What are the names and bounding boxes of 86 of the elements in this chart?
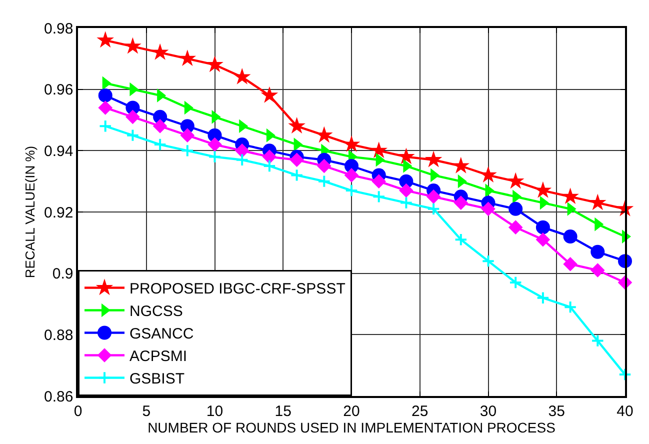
point	[536, 220, 550, 234]
y-tick-label: 0.94	[44, 142, 74, 160]
point	[506, 172, 524, 189]
x-tick-label: 30	[480, 402, 497, 420]
point	[590, 263, 605, 278]
point	[126, 128, 140, 142]
y-tick-label: 0.96	[44, 82, 74, 99]
point	[153, 138, 167, 152]
x-tick-label: 35	[548, 402, 565, 420]
point	[454, 196, 468, 210]
point	[590, 244, 605, 259]
point	[234, 144, 250, 158]
point	[509, 276, 522, 290]
point	[98, 100, 112, 115]
point	[180, 128, 195, 142]
point	[426, 202, 440, 216]
point	[180, 144, 194, 158]
legend-label: ACPSMI	[130, 348, 188, 366]
point	[344, 168, 359, 182]
point	[98, 88, 112, 102]
point	[508, 220, 523, 234]
point	[288, 117, 306, 134]
point	[96, 31, 114, 48]
point	[262, 159, 276, 173]
point	[178, 50, 196, 66]
point	[290, 152, 304, 168]
point	[564, 300, 577, 314]
point	[152, 118, 168, 134]
y-tick-label: 0.9	[52, 266, 74, 283]
point	[452, 156, 470, 174]
point	[370, 142, 388, 158]
point	[98, 120, 112, 133]
legend-label: PROPOSED IBGC-CRF-SPSST	[130, 280, 346, 298]
point	[536, 291, 550, 304]
point	[236, 153, 249, 166]
point	[372, 174, 386, 188]
y-tick-label: 0.88	[44, 326, 74, 344]
x-tick-label: 5	[142, 402, 151, 420]
point	[399, 183, 414, 198]
x-tick-label: 40	[616, 402, 634, 420]
x-tick-label: 15	[274, 402, 292, 420]
point	[591, 334, 604, 348]
x-tick-label: 0	[74, 402, 82, 420]
point	[481, 202, 496, 216]
legend-label: GSBIST	[130, 370, 185, 388]
point	[563, 256, 578, 272]
point	[372, 190, 386, 204]
y-tick-label: 0.98	[44, 20, 74, 38]
point	[260, 86, 278, 103]
point	[454, 233, 468, 246]
point	[318, 174, 331, 188]
legend-label: GSANCC	[130, 326, 194, 343]
point	[233, 68, 251, 84]
y-axis-title: RECALL VALUE(IN %)	[22, 146, 38, 278]
point	[480, 166, 497, 183]
point	[126, 110, 140, 124]
point	[342, 135, 360, 152]
point	[290, 168, 304, 182]
x-axis-title: NUMBER OF ROUNDS USED IN IMPLEMENTATION PROCESS	[148, 420, 556, 436]
y-tick-label: 0.86	[44, 388, 74, 406]
point	[400, 196, 413, 210]
point	[482, 254, 495, 268]
legend-label: NGCSS	[130, 303, 183, 320]
point	[508, 202, 523, 216]
point	[424, 150, 442, 168]
point	[563, 230, 578, 244]
point	[618, 368, 632, 382]
point	[426, 190, 441, 204]
point	[208, 150, 222, 164]
x-tick-label: 20	[343, 402, 360, 420]
point	[316, 126, 333, 143]
point	[262, 150, 277, 164]
point	[344, 184, 358, 198]
y-tick-label: 0.92	[44, 204, 74, 222]
point	[317, 158, 332, 174]
point	[208, 137, 222, 152]
x-tick-label: 10	[206, 402, 224, 420]
point	[534, 181, 552, 198]
point	[562, 188, 579, 204]
point	[536, 232, 550, 247]
point	[151, 43, 169, 60]
x-tick-label: 25	[412, 402, 428, 420]
point	[206, 56, 224, 72]
point	[589, 194, 606, 210]
point	[398, 148, 415, 164]
point	[124, 37, 142, 54]
